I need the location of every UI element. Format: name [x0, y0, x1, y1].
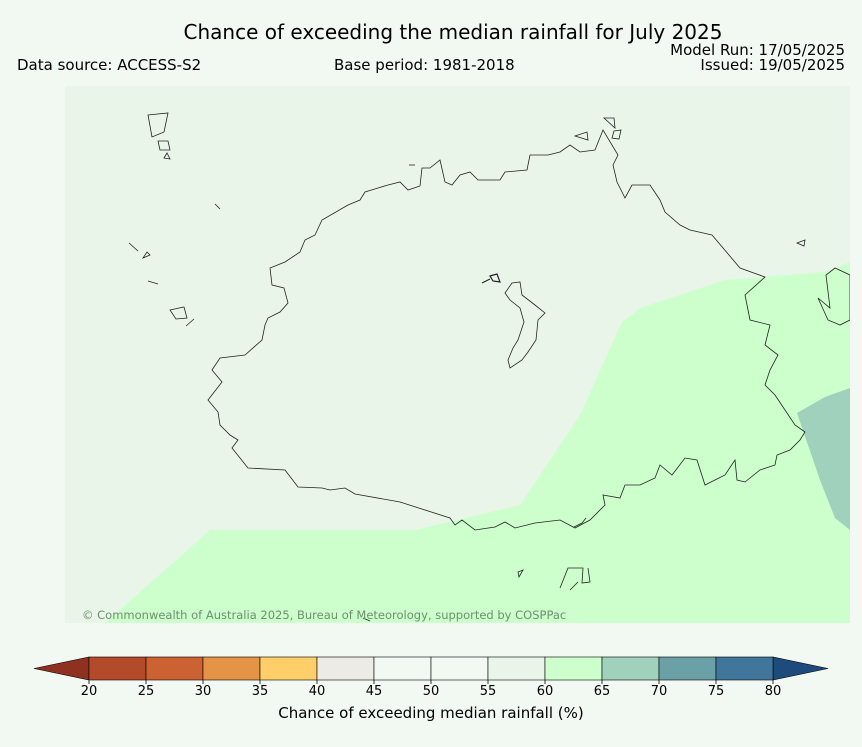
- colorbar-tick-label: 20: [81, 684, 98, 699]
- colorbar-tick-label: 40: [309, 684, 326, 699]
- base-period-label: Base period: 1981-2018: [334, 56, 515, 74]
- coastline-island-w-5: [185, 318, 195, 327]
- coastline-island-e-2: [817, 267, 850, 326]
- region-65-70: [797, 388, 850, 530]
- colorbar-tick-label: 35: [252, 684, 269, 699]
- colorbar-over-arrow: [772, 656, 829, 681]
- copyright-notice: © Commonwealth of Australia 2025, Bureau…: [82, 608, 567, 622]
- coastline-island-w-4: [169, 306, 188, 320]
- colorbar: 20 25 30 35 40 45 50 55 60 65 70 75 80: [33, 656, 829, 699]
- coastline-island-s-3: [573, 517, 587, 528]
- coastline-island-e-1: [795, 239, 806, 247]
- colorbar-ticks: 20 25 30 35 40 45 50 55 60 65 70 75 80: [81, 680, 782, 699]
- coastline-island-ne-3: [611, 129, 622, 140]
- coastline-inner-island: [504, 281, 546, 369]
- colorbar-swatch: [145, 656, 204, 681]
- coastline-island-nw-3: [163, 152, 171, 160]
- coastline-island-w-3: [147, 280, 159, 285]
- coastline-islet-1: [489, 273, 501, 283]
- colorbar-tick-label: 25: [138, 684, 155, 699]
- colorbar-tick-label: 65: [594, 684, 611, 699]
- issued-label: Issued: 19/05/2025: [700, 56, 845, 74]
- colorbar-swatch: [658, 656, 717, 681]
- coastline-islet-4: [362, 617, 371, 622]
- coastline-island-nw-1: [147, 112, 169, 138]
- colorbar-swatch: [430, 656, 489, 681]
- colorbar-tick-label: 45: [366, 684, 383, 699]
- coastline-island-nw-4: [214, 203, 221, 210]
- colorbar-under-arrow: [33, 656, 90, 681]
- colorbar-tick-label: 30: [195, 684, 212, 699]
- coastline-island-s-2: [517, 569, 524, 579]
- colorbar-swatch: [601, 656, 660, 681]
- coastline-island-w-2: [141, 251, 151, 259]
- coastline-main: [207, 129, 806, 531]
- data-source-label: Data source: ACCESS-S2: [17, 56, 202, 74]
- colorbar-swatch: [373, 656, 432, 681]
- colorbar-swatch: [202, 656, 261, 681]
- coastline-island-ne-2: [602, 117, 616, 129]
- colorbar-swatch: [715, 656, 774, 681]
- coastline-islet-2: [481, 278, 491, 284]
- colorbar-tick-label: 70: [651, 684, 668, 699]
- colorbar-swatch: [88, 656, 147, 681]
- colorbar-swatches: [33, 656, 829, 681]
- rainfall-map: [65, 86, 850, 623]
- coastline-island-ne-1: [573, 131, 589, 141]
- colorbar-swatch: [544, 656, 603, 681]
- colorbar-tick-label: 60: [537, 684, 554, 699]
- colorbar-swatch: [259, 656, 318, 681]
- colorbar-tick-label: 75: [708, 684, 725, 699]
- colorbar-tick-label: 80: [765, 684, 782, 699]
- colorbar-swatch: [316, 656, 375, 681]
- chart-title: Chance of exceeding the median rainfall …: [183, 20, 723, 44]
- colorbar-tick-label: 50: [423, 684, 440, 699]
- colorbar-tick-label: 55: [480, 684, 497, 699]
- coastline-island-s-1: [559, 567, 591, 591]
- coastline-island-w-1: [128, 242, 139, 252]
- colorbar-label: Chance of exceeding median rainfall (%): [278, 704, 584, 722]
- colorbar-swatch: [487, 656, 546, 681]
- coastline-island-nw-2: [157, 140, 171, 151]
- region-60-65: [105, 262, 850, 623]
- model-run-label: Model Run: 17/05/2025: [670, 41, 845, 59]
